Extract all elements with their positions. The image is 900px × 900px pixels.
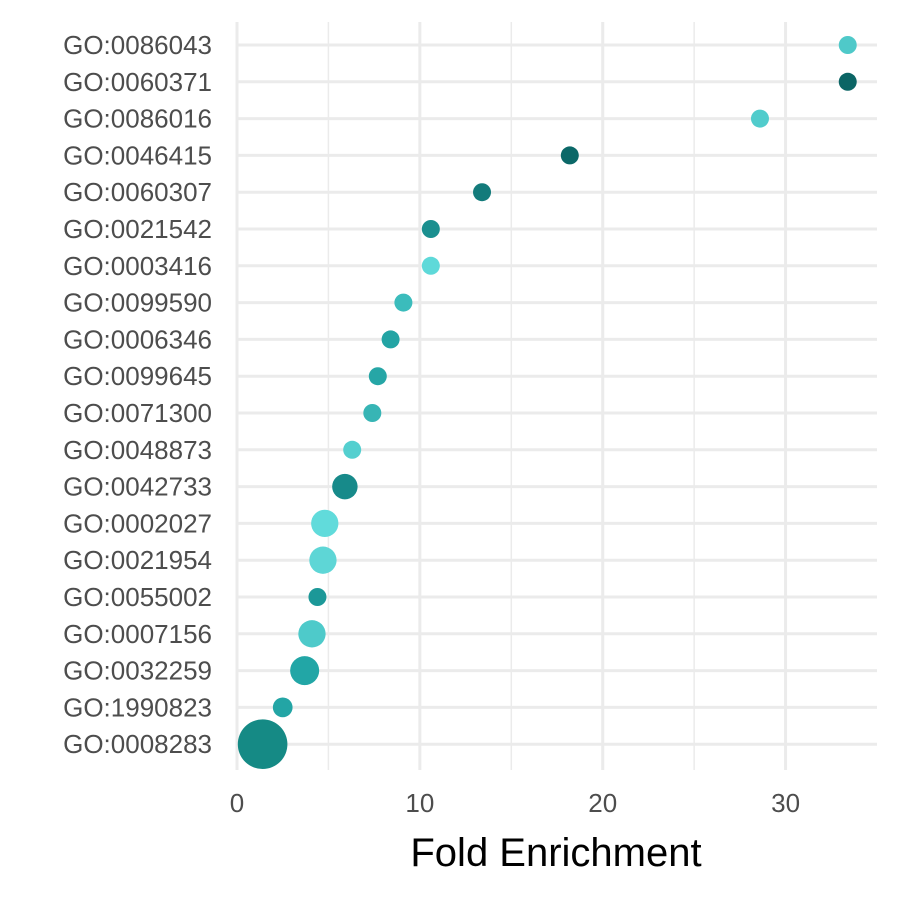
- data-point: [308, 588, 327, 606]
- data-point: [290, 656, 320, 686]
- data-point: [311, 509, 339, 538]
- y-axis-tick-labels: GO:0086043 GO:0060371 GO:0086016 GO:0046415…: [63, 30, 212, 759]
- y-tick-label: GO:0008283: [63, 729, 212, 759]
- data-point: [368, 367, 387, 386]
- x-axis-title: Fold Enrichment: [410, 831, 701, 875]
- y-tick-label: GO:0060307: [63, 177, 212, 207]
- x-tick-label: 10: [405, 788, 434, 818]
- data-point: [838, 72, 857, 91]
- y-tick-label: GO:0002027: [63, 508, 212, 538]
- y-tick-label: GO:0003416: [63, 251, 212, 281]
- data-point: [298, 620, 326, 648]
- data-points: [237, 36, 857, 770]
- y-tick-label: GO:0060371: [63, 67, 212, 97]
- data-point: [838, 36, 857, 54]
- data-point: [363, 404, 382, 422]
- y-tick-label: GO:0055002: [63, 582, 212, 612]
- data-point: [421, 220, 440, 238]
- y-tick-label: GO:0032259: [63, 656, 212, 686]
- y-tick-label: GO:1990823: [63, 692, 212, 722]
- y-tick-label: GO:0099590: [63, 288, 212, 318]
- y-tick-label: GO:0042733: [63, 472, 212, 502]
- data-point: [473, 183, 492, 202]
- y-tick-label: GO:0007156: [63, 619, 212, 649]
- y-tick-label: GO:0021954: [63, 545, 212, 575]
- x-tick-label: 30: [771, 788, 800, 818]
- y-tick-label: GO:0021542: [63, 214, 212, 244]
- y-tick-label: GO:0046415: [63, 140, 212, 170]
- x-tick-label: 20: [588, 788, 617, 818]
- data-point: [343, 440, 362, 459]
- data-point: [309, 546, 337, 574]
- data-point: [272, 697, 293, 718]
- x-axis-tick-labels: 0 10 20 30: [230, 788, 800, 818]
- data-point: [381, 330, 400, 349]
- y-tick-label: GO:0086016: [63, 104, 212, 134]
- data-point: [332, 473, 358, 500]
- data-point: [421, 256, 440, 275]
- y-tick-label: GO:0099645: [63, 361, 212, 391]
- x-tick-label: 0: [230, 788, 244, 818]
- data-point: [750, 109, 769, 128]
- y-tick-label: GO:0048873: [63, 435, 212, 465]
- grid-lines: [235, 22, 877, 770]
- y-tick-label: GO:0071300: [63, 398, 212, 428]
- data-point: [237, 719, 288, 770]
- y-tick-label: GO:0006346: [63, 324, 212, 354]
- data-point: [560, 146, 579, 165]
- data-point: [394, 293, 413, 312]
- y-tick-label: GO:0086043: [63, 30, 212, 60]
